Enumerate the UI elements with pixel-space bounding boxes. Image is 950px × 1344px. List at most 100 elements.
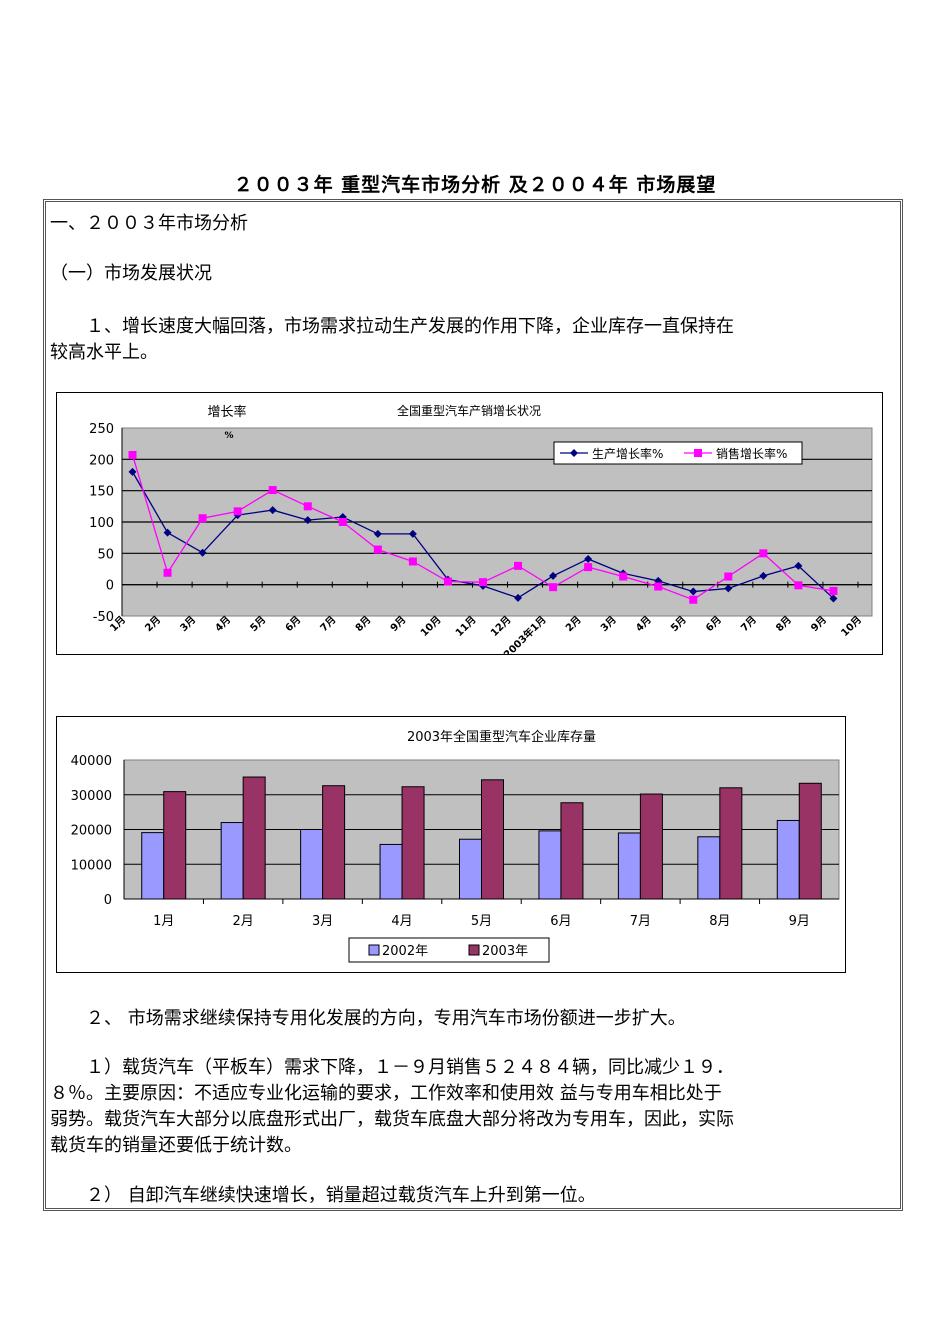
y-axis-unit: % xyxy=(224,431,233,441)
data-marker xyxy=(408,529,417,538)
data-marker xyxy=(584,563,593,572)
subsection-heading: （一）市场发展状况 xyxy=(50,263,212,284)
data-marker xyxy=(689,587,698,596)
legend-swatch xyxy=(368,944,380,956)
x-tick-label: 3月 xyxy=(178,614,198,634)
bar xyxy=(560,802,584,900)
bar xyxy=(481,779,504,900)
x-tick-label: 11月 xyxy=(453,614,478,639)
section-heading: 一、２００３年市场分析 xyxy=(50,213,248,234)
data-marker xyxy=(759,571,768,580)
data-marker xyxy=(443,577,452,586)
data-marker xyxy=(619,572,628,581)
x-tick-label: 8月 xyxy=(709,914,730,929)
legend-label: 销售增长率% xyxy=(716,446,787,461)
data-marker xyxy=(303,516,312,525)
bar xyxy=(538,830,562,900)
data-marker xyxy=(408,557,417,566)
paragraph-3-line-4: 载货车的销量还要低于统计数。 xyxy=(50,1135,302,1156)
data-marker xyxy=(689,595,698,604)
data-marker xyxy=(338,512,347,521)
x-tick-label: 5月 xyxy=(471,914,492,929)
paragraph-3-line-1: １）载货汽车（平板车）需求下降，１－９月销售５２４８４辆，同比减少１９． xyxy=(50,1057,734,1078)
x-tick-label: 7月 xyxy=(318,614,338,634)
x-tick-label: 9月 xyxy=(809,614,829,634)
legend-label: 生产增长率% xyxy=(592,446,663,461)
bar xyxy=(459,838,482,900)
x-tick-label: 7月 xyxy=(738,614,758,634)
paragraph-3-line-3: 弱势。载货汽车大部分以底盘形式出厂，载货车底盘大部分将改为专用车，因此，实际 xyxy=(50,1109,734,1130)
content-frame xyxy=(43,199,903,1211)
bar xyxy=(220,822,244,900)
paragraph-1-line-1: １、增长速度大幅回落，市场需求拉动生产发展的作用下降，企业库存一直保持在 xyxy=(50,316,734,337)
document-title: ２００３年 重型汽车市场分析 及２００４年 市场展望 xyxy=(233,174,717,196)
data-marker xyxy=(794,561,803,570)
x-tick-label: 6月 xyxy=(550,914,571,929)
y-tick-label: 30000 xyxy=(71,789,112,804)
y-tick-label: 0 xyxy=(104,893,112,908)
paragraph-3-line-2: ８％。主要原因：不适应专业化运输的要求，工作效率和使用效 益与专用车相比处于 xyxy=(50,1083,722,1104)
bar xyxy=(242,776,266,900)
bar xyxy=(719,787,743,900)
bar xyxy=(639,793,663,900)
paragraph-4: ２） 自卸汽车继续快速增长，销量超过载货汽车上升到第一位。 xyxy=(50,1185,596,1206)
legend-swatch xyxy=(468,944,480,956)
y-axis-title: 增长率 xyxy=(207,404,246,420)
data-marker xyxy=(794,581,803,590)
bar xyxy=(617,832,641,900)
x-tick-label: 4月 xyxy=(213,614,233,634)
x-tick-label: 10月 xyxy=(839,614,864,639)
x-tick-label: 10月 xyxy=(418,614,443,639)
x-tick-label: 4月 xyxy=(633,614,653,634)
legend-label: 2003年 xyxy=(482,944,528,959)
chart-legend: 生产增长率% 销售增长率% xyxy=(553,441,803,465)
legend-box xyxy=(348,937,550,963)
data-marker xyxy=(163,568,172,577)
bar xyxy=(163,791,187,900)
x-tick-label: 2月 xyxy=(143,614,163,634)
legend-label: 2002年 xyxy=(382,944,428,959)
bar xyxy=(322,785,346,900)
data-marker xyxy=(724,584,733,593)
chart-title: 2003年全国重型汽车企业库存量 xyxy=(407,729,596,745)
data-marker xyxy=(233,507,242,516)
x-tick-label: 2月 xyxy=(233,914,254,929)
x-tick-label: 9月 xyxy=(789,914,810,929)
bar-chart: 40000 30000 20000 10000 0 1月 2月 3月 4月 5月 6月 7月 8月 9月 2… xyxy=(56,716,846,973)
x-tick-label: 7月 xyxy=(630,914,651,929)
x-tick-label: 8月 xyxy=(353,614,373,634)
y-tick-label: -50 xyxy=(93,610,114,625)
data-marker xyxy=(759,549,768,558)
x-tick-label: 5月 xyxy=(248,614,268,634)
y-tick-label: 150 xyxy=(89,485,114,500)
data-marker xyxy=(373,545,382,554)
x-tick-label: 6月 xyxy=(283,614,303,634)
x-tick-label: 5月 xyxy=(668,614,688,634)
y-tick-label: 250 xyxy=(89,422,114,437)
bar xyxy=(141,832,165,900)
data-marker xyxy=(514,593,523,602)
data-marker xyxy=(198,514,207,523)
bar xyxy=(798,782,822,900)
x-tick-label: 3月 xyxy=(312,914,333,929)
bar xyxy=(776,819,800,900)
y-tick-label: 20000 xyxy=(71,824,112,839)
legend-marker xyxy=(694,449,702,457)
data-marker xyxy=(373,529,382,538)
legend-marker xyxy=(570,449,578,457)
bar xyxy=(697,836,721,900)
chart-title: 全国重型汽车产销增长状况 xyxy=(397,403,541,418)
legend-box xyxy=(553,441,803,465)
y-tick-label: 200 xyxy=(89,453,114,468)
line-chart: 250 200 150 100 50 0 -50 1月 2月 3月 4月 5月 6月 7月 8月 9月 10月 1… xyxy=(56,392,883,655)
data-marker xyxy=(654,582,663,591)
y-tick-label: 100 xyxy=(89,516,114,531)
data-marker xyxy=(478,578,487,587)
data-marker xyxy=(268,486,277,495)
bar-chart-canvas: 40000 30000 20000 10000 0 1月 2月 3月 4月 5月 6月 7月 8月 9月 2… xyxy=(71,729,840,963)
data-marker xyxy=(268,506,277,515)
x-tick-label: 12月 xyxy=(488,614,513,639)
data-marker xyxy=(724,572,733,581)
bar xyxy=(300,829,324,900)
